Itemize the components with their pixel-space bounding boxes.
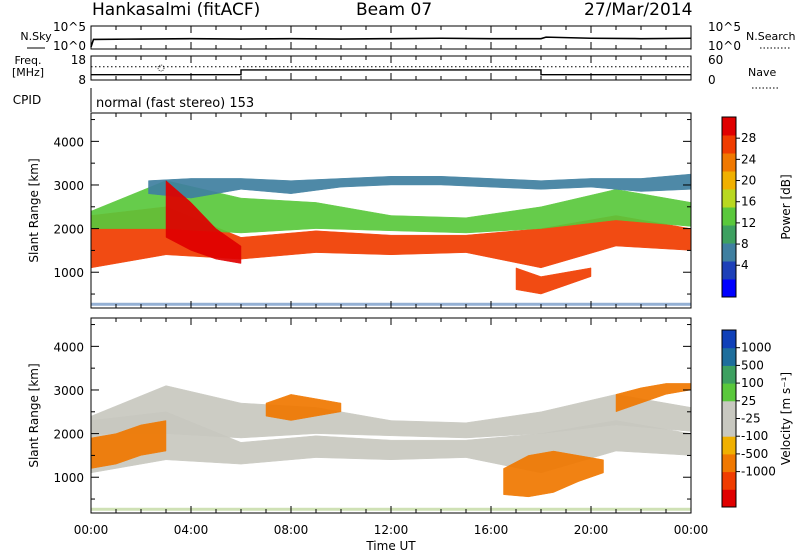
velocity-band — [615, 383, 691, 413]
y-tick-label: 1000 — [53, 471, 84, 485]
colorbar-tick-label: 1000 — [741, 341, 772, 355]
noise-left-label: N.Sky — [20, 30, 52, 43]
colorbar-tick-label: 24 — [741, 152, 756, 166]
velocity-colorbar-segment — [722, 418, 736, 437]
x-tick-label: 08:00 — [274, 523, 309, 537]
power-colorbar-segment — [722, 279, 736, 298]
power-colorbar-segment — [722, 261, 736, 280]
power-colorbar-frame — [721, 116, 737, 298]
colorbar-tick-label: 8 — [741, 237, 749, 251]
colorbar-tick-label: 28 — [741, 131, 756, 145]
x-tick-label: 20:00 — [574, 523, 609, 537]
velocity-colorbar-segment — [722, 383, 736, 402]
power-colorbar-segment — [722, 135, 736, 154]
velocity-data-group — [91, 383, 691, 511]
cpid-label: CPID — [13, 93, 41, 107]
y-tick-label: 1000 — [53, 266, 84, 280]
colorbar-tick-label: -1000 — [741, 465, 776, 479]
power-colorbar-segment — [722, 171, 736, 190]
y-axis-label: Slant Range [km] — [27, 158, 41, 262]
power-colorbar-segment — [722, 189, 736, 208]
y-tick-label: 4000 — [53, 135, 84, 149]
colorbar-tick-label: -500 — [741, 447, 768, 461]
nave-right-tick: 0 — [708, 73, 716, 87]
colorbar-tick-label: -25 — [741, 412, 761, 426]
noise-right-tick: 10^5 — [708, 20, 741, 34]
velocity-colorbar-segment — [722, 400, 736, 419]
colorbar-tick-label: 12 — [741, 216, 756, 230]
velocity-colorbar-segment — [722, 330, 736, 349]
power-band — [515, 267, 592, 295]
velocity-colorbar-segment — [722, 365, 736, 384]
cpid-text: normal (fast stereo) 153 — [96, 96, 254, 111]
velocity-band — [265, 394, 342, 421]
freq-left-tick: 8 — [78, 73, 86, 87]
noise-left-tick: 10^0 — [53, 39, 86, 53]
colorbar-tick-label: 500 — [741, 358, 764, 372]
noise-left-tick: 10^5 — [53, 20, 86, 34]
velocity-colorbar-segment — [722, 453, 736, 473]
colorbar-tick-label: 4 — [741, 258, 749, 272]
noise-right-label: N.Search — [746, 30, 796, 43]
freq-left-tick: 18 — [71, 53, 86, 67]
power-band — [91, 180, 691, 234]
colorbar-tick-label: 16 — [741, 195, 756, 209]
velocity-colorbar-segment — [722, 436, 736, 455]
y-axis-label: Slant Range [km] — [27, 363, 41, 467]
x-tick-label: 16:00 — [474, 523, 509, 537]
velocity-colorbar-segment — [722, 471, 736, 490]
freq-label-line2: [MHz] — [12, 66, 44, 79]
velocity-colorbar-segment — [722, 347, 736, 366]
velocity-band — [503, 450, 604, 498]
colorbar-label: Power [dB] — [779, 174, 793, 239]
y-tick-label: 3000 — [53, 384, 84, 398]
colorbar-tick-label: 100 — [741, 376, 764, 390]
power-data-group — [91, 173, 691, 306]
beam-label: Beam 07 — [356, 0, 433, 20]
colorbar-tick-label: 25 — [741, 394, 756, 408]
power-band — [165, 180, 242, 264]
power-band — [148, 173, 691, 199]
y-tick-label: 2000 — [53, 223, 84, 237]
power-colorbar-segment — [722, 153, 736, 172]
freq-label-line1: Freq. — [14, 54, 41, 67]
date-label: 27/Mar/2014 — [584, 0, 693, 20]
y-tick-label: 2000 — [53, 428, 84, 442]
nave-right-tick: 60 — [708, 53, 723, 67]
power-colorbar-segment — [722, 225, 736, 244]
station-title: Hankasalmi (fitACF) — [92, 0, 261, 20]
power-colorbar-segment — [722, 207, 736, 226]
x-tick-label: 12:00 — [374, 523, 409, 537]
y-tick-label: 3000 — [53, 179, 84, 193]
x-axis-label: Time UT — [365, 539, 416, 553]
velocity-band — [91, 420, 167, 469]
x-tick-label: 00:00 — [74, 523, 109, 537]
colorbar-tick-label: -100 — [741, 429, 768, 443]
y-tick-label: 4000 — [53, 340, 84, 354]
x-tick-label: 04:00 — [174, 523, 209, 537]
colorbar-tick-label: 20 — [741, 174, 756, 188]
power-colorbar-segment — [722, 117, 736, 136]
noise-right-tick: 10^0 — [708, 39, 741, 53]
colorbar-label: Velocity [m s⁻¹] — [779, 372, 793, 465]
frequency-line — [91, 69, 691, 76]
nave-marker — [157, 64, 165, 72]
noise-sky-line — [90, 36, 692, 48]
x-tick-label: 00:00 — [674, 523, 709, 537]
nave-label: Nave — [748, 66, 776, 79]
power-colorbar-segment — [722, 243, 736, 262]
velocity-colorbar-segment — [722, 489, 736, 508]
